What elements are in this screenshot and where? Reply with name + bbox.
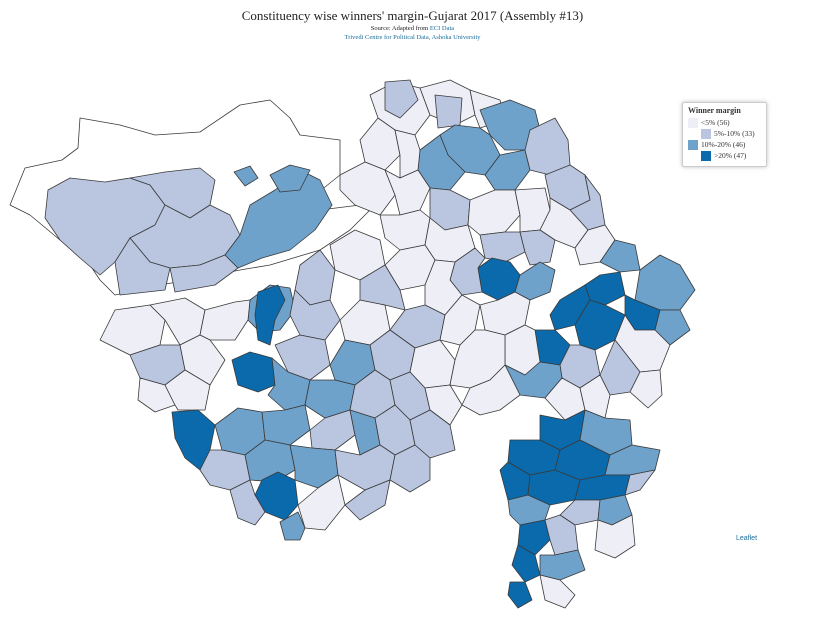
constituency[interactable] — [424, 384, 463, 426]
constituency[interactable] — [279, 511, 306, 541]
constituency[interactable] — [289, 289, 341, 341]
constituency[interactable] — [507, 581, 533, 609]
leaflet-link[interactable]: Leaflet — [736, 535, 758, 542]
constituency[interactable] — [309, 409, 356, 451]
map-title: Constituency wise winners' margin-Gujara… — [241, 8, 584, 23]
source-line: Source: Adapted from ECI Data — [0, 24, 825, 33]
constituency[interactable] — [517, 519, 551, 556]
source-link[interactable]: ECI Data — [429, 25, 455, 32]
legend-swatch — [688, 118, 698, 128]
legend-swatch — [688, 140, 698, 150]
constituency[interactable] — [339, 161, 396, 216]
constituency[interactable] — [629, 369, 663, 409]
legend-swatch — [701, 129, 711, 139]
constituency[interactable] — [514, 261, 556, 301]
constituency[interactable] — [384, 79, 419, 119]
constituency[interactable] — [461, 364, 521, 416]
constituency[interactable] — [164, 369, 211, 411]
constituency[interactable] — [539, 574, 576, 609]
constituency[interactable] — [379, 209, 431, 251]
legend-label: <5% (56) — [701, 118, 730, 127]
constituency[interactable] — [634, 254, 696, 311]
constituency[interactable] — [254, 284, 286, 346]
constituency[interactable] — [504, 361, 563, 399]
legend-label: 5%-10% (33) — [714, 129, 755, 138]
constituency[interactable] — [519, 229, 556, 266]
legend-swatch — [701, 151, 711, 161]
constituency[interactable] — [511, 544, 541, 583]
leaflet-attribution: Leaflet — [736, 535, 757, 542]
legend: Winner margin <5% (56) 5%-10% (33) 10%-2… — [682, 102, 767, 167]
constituency[interactable] — [261, 404, 311, 446]
constituency[interactable] — [344, 479, 391, 521]
constituency[interactable] — [224, 169, 333, 269]
constituency[interactable] — [599, 239, 641, 273]
constituency[interactable] — [479, 231, 526, 263]
constituency[interactable] — [233, 165, 259, 187]
legend-item: 10%-20% (46) — [688, 140, 762, 150]
constituency[interactable] — [269, 164, 311, 193]
credit-line: Trivedi Centre for Political Data, Ashok… — [0, 33, 825, 42]
credit-link[interactable]: Trivedi Centre for Political Data, Ashok… — [344, 34, 481, 41]
constituency[interactable] — [384, 169, 431, 216]
constituency[interactable] — [539, 197, 589, 249]
source-prefix: Source: Adapted from — [370, 25, 430, 32]
constituency[interactable] — [624, 469, 656, 496]
constituency[interactable] — [467, 189, 521, 236]
legend-item: <5% (56) — [688, 118, 762, 128]
legend-item: >20% (47) — [688, 151, 762, 161]
constituency[interactable] — [434, 94, 463, 129]
legend-label: >20% (47) — [714, 151, 747, 160]
constituency[interactable] — [229, 479, 266, 526]
legend-label: 10%-20% (46) — [701, 140, 746, 149]
title-block: Constituency wise winners' margin-Gujara… — [0, 8, 825, 42]
constituency[interactable] — [231, 351, 276, 393]
constituency[interactable] — [199, 299, 251, 341]
legend-title: Winner margin — [688, 106, 741, 115]
constituency[interactable] — [559, 499, 601, 526]
constituency[interactable] — [594, 514, 636, 559]
constituency[interactable] — [539, 549, 586, 581]
legend-item: 5%-10% (33) — [688, 129, 762, 139]
